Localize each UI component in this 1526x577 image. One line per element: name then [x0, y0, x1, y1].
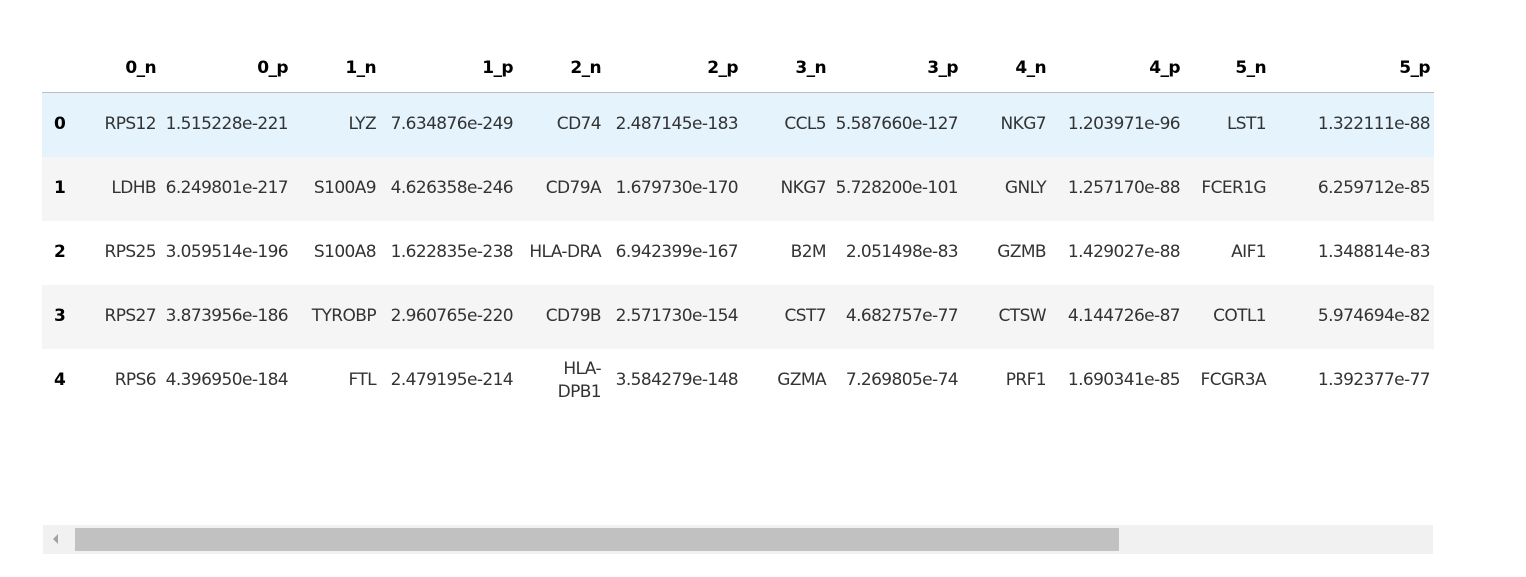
p-value-cell: 1.622835e-238: [390, 242, 514, 262]
gene-name-cell: FCER1G: [1201, 178, 1266, 198]
table-header-row: 0_n 0_p 1_n 1_p 2_n 2_p 3_n 3_p 4_n 4_p 5_n 5_p: [42, 44, 1434, 93]
p-value-cell: 4.682757e-77: [845, 306, 959, 326]
gene-name-cell: HLA-DPB1: [557, 358, 602, 402]
gene-name-cell: NKG7: [780, 178, 827, 198]
p-value-cell: 5.728200e-101: [835, 178, 959, 198]
column-header: 5_n: [1184, 44, 1270, 93]
p-value-cell: 1.392377e-77: [1317, 370, 1431, 390]
gene-name-cell: CST7: [784, 306, 827, 326]
column-header: 0_n: [80, 44, 160, 93]
gene-name-cell: CD74: [556, 114, 602, 135]
gene-name-cell: TYROBP: [311, 306, 377, 326]
p-value-cell: 1.679730e-170: [615, 178, 739, 198]
gene-name-cell: FTL: [348, 370, 376, 390]
gene-name-cell: FCGR3A: [1200, 370, 1267, 390]
p-value-cell: 4.626358e-246: [390, 178, 514, 198]
gene-name-cell: CCL5: [784, 114, 826, 135]
gene-name-cell: LYZ: [348, 114, 377, 135]
p-value-cell: 7.634876e-249: [390, 114, 514, 135]
gene-name-cell: RPS25: [104, 242, 157, 262]
table-row[interactable]: 3 RPS27 3.873956e-186 TYROBP 2.960765e-220 CD…: [42, 284, 1434, 349]
gene-name-cell: GZMB: [997, 242, 1046, 262]
table-row[interactable]: 1 LDHB 6.249801e-217 S100A9 4.626358e-246 CD7…: [42, 156, 1434, 221]
gene-name-cell: NKG7: [1000, 114, 1047, 135]
row-index: 4: [54, 370, 66, 390]
scrollbar-thumb[interactable]: [75, 528, 1119, 551]
gene-name-cell: LDHB: [111, 178, 156, 198]
gene-name-cell: LST1: [1226, 114, 1267, 135]
gene-name-cell: PRF1: [1005, 370, 1047, 390]
gene-name-cell: CTSW: [998, 306, 1047, 326]
row-index: 0: [54, 114, 66, 135]
table-body: 0 RPS12 1.515228e-221 LYZ 7.634876e-249 CD74 2…: [42, 92, 1434, 413]
gene-name-cell: S100A8: [313, 242, 377, 262]
row-index: 1: [54, 178, 66, 198]
p-value-cell: 3.059514e-196: [165, 242, 289, 262]
p-value-cell: 3.873956e-186: [165, 306, 289, 326]
column-header: 3_n: [742, 44, 830, 93]
p-value-cell: 1.429027e-88: [1067, 242, 1181, 262]
p-value-cell: 2.960765e-220: [390, 306, 514, 326]
p-value-cell: 1.515228e-221: [165, 114, 289, 135]
column-header: 4_n: [962, 44, 1050, 93]
column-header: 3_p: [830, 44, 962, 93]
column-header: 4_p: [1050, 44, 1184, 93]
gene-name-cell: RPS12: [104, 114, 157, 135]
column-header: 5_p: [1270, 44, 1434, 93]
column-header: 2_p: [605, 44, 742, 93]
table-row[interactable]: 2 RPS25 3.059514e-196 S100A8 1.622835e-238 HL…: [42, 220, 1434, 285]
p-value-cell: 1.322111e-88: [1317, 114, 1431, 135]
gene-name-cell: GZMA: [777, 370, 826, 390]
column-header: 0_p: [160, 44, 292, 93]
p-value-cell: 5.587660e-127: [835, 114, 959, 135]
p-value-cell: 3.584279e-148: [615, 370, 739, 390]
gene-name-cell: GNLY: [1004, 178, 1047, 198]
gene-name-cell: CD79A: [545, 178, 602, 198]
column-header: 1_p: [380, 44, 517, 93]
p-value-cell: 1.257170e-88: [1067, 178, 1181, 198]
p-value-cell: 6.259712e-85: [1317, 178, 1431, 198]
gene-name-cell: RPS27: [104, 306, 157, 326]
p-value-cell: 5.974694e-82: [1317, 306, 1431, 326]
row-index: 2: [54, 242, 66, 262]
gene-name-cell: RPS6: [114, 370, 157, 390]
dataframe-table: 0_n 0_p 1_n 1_p 2_n 2_p 3_n 3_p 4_n 4_p 5_n 5_p 0 RP…: [42, 44, 1434, 413]
p-value-cell: 1.203971e-96: [1067, 114, 1181, 135]
gene-name-cell: AIF1: [1231, 242, 1266, 262]
gene-name-cell: CD79B: [545, 306, 602, 326]
p-value-cell: 6.942399e-167: [615, 242, 739, 262]
dataframe-output: 0_n 0_p 1_n 1_p 2_n 2_p 3_n 3_p 4_n 4_p 5_n 5_p 0 RP…: [42, 44, 1434, 413]
p-value-cell: 1.348814e-83: [1317, 242, 1431, 262]
table-row[interactable]: 0 RPS12 1.515228e-221 LYZ 7.634876e-249 CD74 2…: [42, 92, 1434, 157]
p-value-cell: 2.479195e-214: [390, 370, 514, 390]
p-value-cell: 7.269805e-74: [845, 370, 959, 390]
p-value-cell: 6.249801e-217: [165, 178, 289, 198]
table-row[interactable]: 4 RPS6 4.396950e-184 FTL 2.479195e-214 HLA-DP…: [42, 348, 1434, 413]
p-value-cell: 2.487145e-183: [615, 114, 739, 135]
p-value-cell: 4.144726e-87: [1067, 306, 1181, 326]
p-value-cell: 4.396950e-184: [165, 370, 289, 390]
gene-name-cell: HLA-DRA: [529, 242, 601, 262]
column-header: 1_n: [292, 44, 380, 93]
row-index: 3: [54, 306, 66, 326]
p-value-cell: 2.571730e-154: [615, 306, 739, 326]
p-value-cell: 1.690341e-85: [1067, 370, 1181, 390]
gene-name-cell: B2M: [790, 242, 827, 262]
column-header: 2_n: [517, 44, 605, 93]
gene-name-cell: S100A9: [313, 178, 377, 198]
p-value-cell: 2.051498e-83: [845, 242, 959, 262]
gene-name-cell: COTL1: [1213, 306, 1267, 326]
horizontal-scrollbar[interactable]: [43, 525, 1433, 554]
scroll-left-arrow-icon[interactable]: [53, 534, 58, 544]
index-header: [42, 44, 80, 93]
